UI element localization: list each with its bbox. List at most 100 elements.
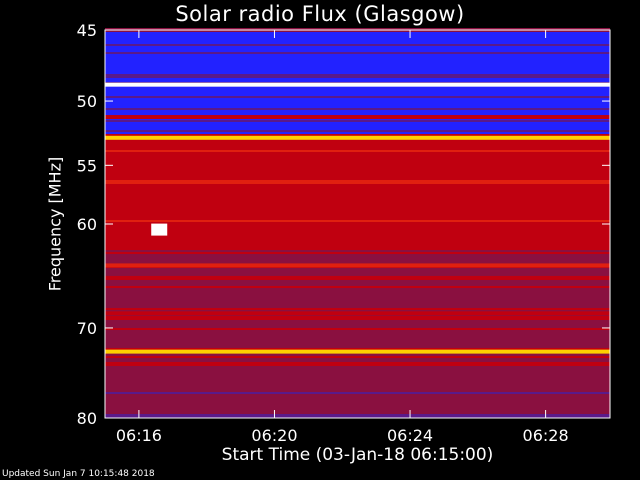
spectrogram-row — [105, 162, 610, 164]
spectrogram-row — [105, 390, 610, 392]
spectrogram-row — [105, 252, 610, 254]
spectrogram-row — [105, 140, 610, 142]
spectrogram-row — [105, 344, 610, 346]
y-tick-label: 45 — [77, 21, 97, 40]
spectrogram-row — [105, 80, 610, 82]
spectrogram-row — [105, 184, 610, 186]
spectrogram-row — [105, 238, 610, 240]
spectrogram-row — [105, 304, 610, 306]
spectrogram-row — [105, 346, 610, 348]
spectrogram-row — [105, 230, 610, 232]
spectrogram-row — [105, 368, 610, 370]
spectrogram-row — [105, 348, 610, 350]
spectrogram-row — [105, 404, 610, 406]
spectrogram-row — [105, 104, 610, 106]
spectrogram-bands — [105, 28, 610, 418]
updated-timestamp: Updated Sun Jan 7 10:15:48 2018 — [2, 469, 155, 479]
spectrogram-row — [105, 86, 610, 88]
spectrogram-row — [105, 226, 610, 228]
spectrogram-row — [105, 290, 610, 292]
spectrogram-row — [105, 296, 610, 298]
spectrogram-row — [105, 356, 610, 358]
spectrogram-row — [105, 188, 610, 190]
spectrogram-row — [105, 262, 610, 264]
x-tick-label: 06:16 — [116, 426, 162, 445]
spectrogram-row — [105, 130, 610, 132]
spectrogram-row — [105, 62, 610, 64]
spectrogram-row — [105, 214, 610, 216]
x-axis: 06:16 06:20 06:24 06:28 — [116, 30, 569, 445]
spectrogram-row — [105, 320, 610, 322]
spectrogram-row — [105, 98, 610, 100]
spectrogram-row — [105, 92, 610, 94]
spectrogram-row — [105, 134, 610, 136]
spectrogram-row — [105, 330, 610, 332]
frequency-band — [105, 349, 610, 354]
spectrogram-row — [105, 298, 610, 300]
spectrogram-row — [105, 58, 610, 60]
spectrogram-row — [105, 44, 610, 46]
x-tick-label: 06:24 — [387, 426, 433, 445]
spectrogram-row — [105, 158, 610, 160]
spectrogram-row — [105, 248, 610, 250]
frequency-band — [105, 115, 610, 120]
spectrogram-row — [105, 272, 610, 274]
spectrogram-row — [105, 406, 610, 408]
spectrogram-row — [105, 196, 610, 198]
spectrogram-row — [105, 240, 610, 242]
spectrogram-row — [105, 124, 610, 126]
spectrogram-row — [105, 354, 610, 356]
spectrogram-row — [105, 50, 610, 52]
spectrogram-row — [105, 220, 610, 222]
spectrogram-row — [105, 68, 610, 70]
spectrogram-row — [105, 66, 610, 68]
spectrogram-row — [105, 282, 610, 284]
spectrogram-row — [105, 48, 610, 50]
spectrogram-row — [105, 218, 610, 220]
spectrogram-row — [105, 360, 610, 362]
spectrogram-row — [105, 270, 610, 272]
spectrogram-row — [105, 54, 610, 56]
spectrogram-row — [105, 414, 610, 416]
spectrogram-row — [105, 382, 610, 384]
spectrogram-row — [105, 182, 610, 184]
spectrogram-row — [105, 398, 610, 400]
spectrogram-row — [105, 378, 610, 380]
spectrogram-row — [105, 156, 610, 158]
spectrogram-row — [105, 204, 610, 206]
spectrogram-row — [105, 60, 610, 62]
spectrogram-row — [105, 128, 610, 130]
spectrogram-row — [105, 234, 610, 236]
spectrogram-row — [105, 152, 610, 154]
x-axis-label: Start Time (03-Jan-18 06:15:00) — [221, 445, 494, 465]
spectrogram-row — [105, 216, 610, 218]
spectrogram-row — [105, 160, 610, 162]
spectrogram-row — [105, 56, 610, 58]
spectrogram-row — [105, 318, 610, 320]
spectrogram-row — [105, 34, 610, 36]
spectrogram-row — [105, 46, 610, 48]
spectrogram-row — [105, 120, 610, 122]
spectrogram-row — [105, 176, 610, 178]
spectrogram-row — [105, 126, 610, 128]
spectrogram-row — [105, 260, 610, 262]
spectrogram-row — [105, 310, 610, 312]
spectrogram-row — [105, 336, 610, 338]
spectrogram-row — [105, 146, 610, 148]
spectrogram-row — [105, 74, 610, 76]
y-axis-label: Frequency [MHz] — [45, 156, 65, 292]
spectrogram-row — [105, 232, 610, 234]
spectrogram-row — [105, 64, 610, 66]
frequency-band — [105, 207, 610, 212]
x-tick-label: 06:20 — [251, 426, 297, 445]
frequency-band — [105, 275, 610, 280]
spectrogram-row — [105, 186, 610, 188]
spectrogram-row — [105, 150, 610, 152]
spectrogram-row — [105, 380, 610, 382]
spectrogram-row — [105, 326, 610, 328]
spectrogram-row — [105, 144, 610, 146]
spectrogram-row — [105, 292, 610, 294]
spectrogram-row — [105, 280, 610, 282]
spectrogram-row — [105, 388, 610, 390]
spectrogram-row — [105, 294, 610, 296]
